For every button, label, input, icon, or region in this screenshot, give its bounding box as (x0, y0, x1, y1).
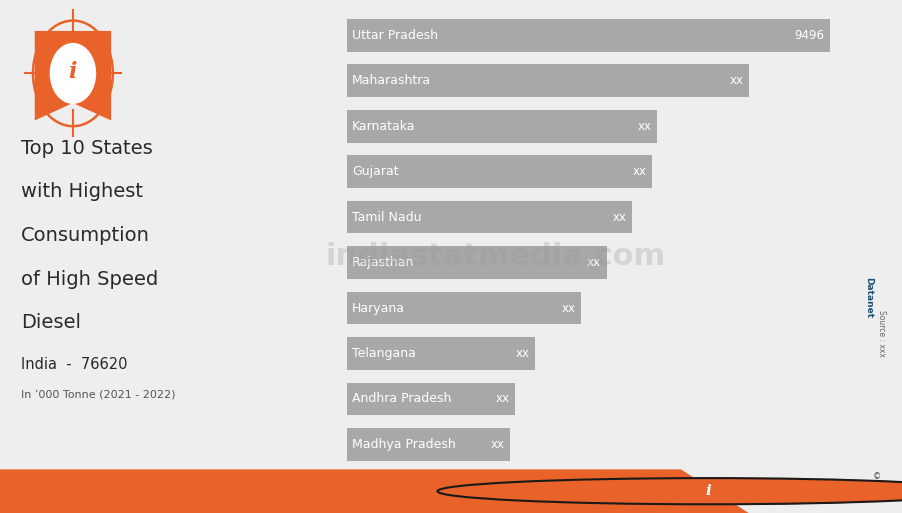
Text: Tamil Nadu: Tamil Nadu (352, 211, 421, 224)
Bar (347, 246, 606, 279)
Text: xx: xx (730, 74, 743, 87)
Text: indiastatmedia.com: indiastatmedia.com (326, 242, 667, 271)
Text: Maharashtra: Maharashtra (352, 74, 431, 87)
Circle shape (51, 44, 96, 103)
Text: i: i (69, 61, 78, 83)
Text: Madhya Pradesh: Madhya Pradesh (352, 438, 456, 451)
Text: Uttar Pradesh: Uttar Pradesh (352, 29, 437, 42)
Bar (347, 19, 830, 52)
Text: Diesel: Diesel (21, 313, 81, 332)
Text: xx: xx (491, 438, 504, 451)
Text: Top 10 States: Top 10 States (21, 139, 152, 158)
Text: Source : xxx: Source : xxx (877, 310, 886, 357)
Text: with Highest: with Highest (21, 183, 143, 202)
Text: xx: xx (562, 302, 575, 314)
Text: Telangana: Telangana (352, 347, 416, 360)
Text: i: i (705, 484, 711, 498)
Text: xx: xx (633, 165, 647, 178)
Text: In ’000 Tonne (2021 - 2022): In ’000 Tonne (2021 - 2022) (21, 389, 175, 399)
Bar (347, 64, 749, 97)
Text: xx: xx (516, 347, 529, 360)
Text: 9496: 9496 (795, 29, 824, 42)
Text: Consumption: Consumption (21, 226, 150, 245)
Text: India  -  76620: India - 76620 (21, 357, 127, 372)
Bar (347, 337, 536, 370)
Text: Andhra Pradesh: Andhra Pradesh (352, 392, 451, 405)
Text: xx: xx (495, 392, 510, 405)
Text: Haryana: Haryana (352, 302, 405, 314)
Bar (347, 292, 581, 324)
Text: Datanet: Datanet (864, 277, 873, 318)
Text: xx: xx (612, 211, 626, 224)
Text: of High Speed: of High Speed (21, 270, 158, 289)
Text: xx: xx (587, 256, 601, 269)
Polygon shape (34, 31, 111, 121)
Polygon shape (0, 469, 749, 513)
Text: ©: © (872, 472, 881, 482)
Text: Karnataka: Karnataka (352, 120, 415, 133)
Text: Gujarat: Gujarat (352, 165, 399, 178)
Bar (347, 383, 515, 416)
Text: Rajasthan: Rajasthan (352, 256, 414, 269)
Text: xx: xx (638, 120, 652, 133)
Bar (347, 110, 658, 143)
Bar (347, 428, 510, 461)
Bar (347, 155, 652, 188)
Bar (347, 201, 632, 233)
Circle shape (437, 478, 902, 504)
